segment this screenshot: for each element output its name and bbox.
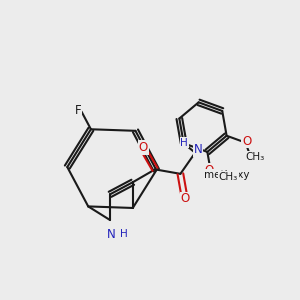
Text: methoxy: methoxy	[227, 164, 288, 178]
Text: N: N	[107, 228, 116, 241]
Text: CH₃: CH₃	[245, 152, 264, 162]
Text: H: H	[180, 138, 188, 148]
Text: O: O	[242, 135, 251, 148]
Text: O: O	[138, 141, 148, 154]
Text: CH₃: CH₃	[219, 172, 238, 182]
Text: N: N	[194, 143, 202, 156]
Text: F: F	[75, 104, 81, 118]
Text: methoxy: methoxy	[204, 169, 250, 180]
Text: O: O	[205, 164, 214, 177]
Text: O: O	[181, 192, 190, 206]
Text: H: H	[120, 230, 127, 239]
